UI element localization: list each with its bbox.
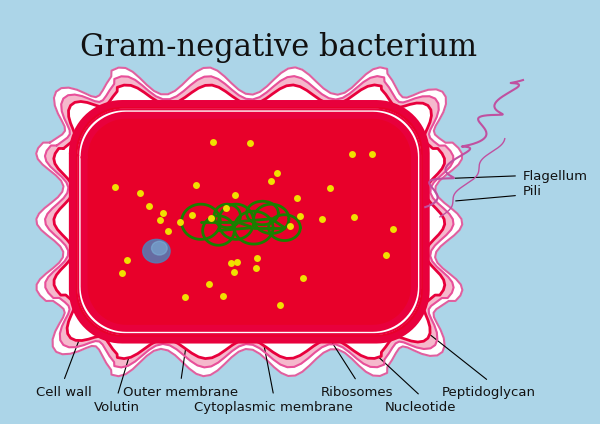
Polygon shape [84, 115, 415, 328]
Text: Volutin: Volutin [94, 401, 140, 414]
Text: Flagellum
Pili: Flagellum Pili [523, 170, 588, 198]
Text: Peptidoglycan: Peptidoglycan [442, 386, 536, 399]
Polygon shape [45, 76, 454, 368]
Text: Cell wall: Cell wall [35, 386, 91, 399]
Text: Gram-negative bacterium: Gram-negative bacterium [80, 32, 477, 63]
Ellipse shape [152, 241, 167, 255]
Polygon shape [73, 103, 426, 340]
Text: Outer membrane: Outer membrane [123, 386, 238, 399]
Ellipse shape [143, 240, 170, 263]
Text: Ribosomes: Ribosomes [320, 386, 393, 399]
Text: Cytoplasmic membrane: Cytoplasmic membrane [194, 401, 353, 414]
Polygon shape [91, 122, 407, 321]
Text: Nucleotide: Nucleotide [385, 401, 456, 414]
Polygon shape [54, 85, 445, 359]
Polygon shape [36, 67, 463, 376]
Polygon shape [78, 109, 421, 334]
